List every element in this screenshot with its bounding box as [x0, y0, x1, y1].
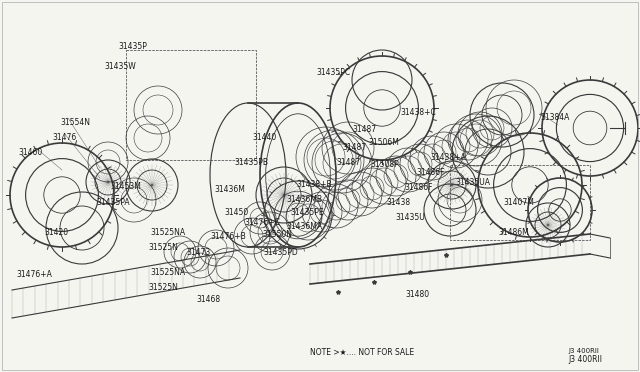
Text: 31487: 31487: [352, 125, 376, 134]
Text: 31476+C: 31476+C: [244, 218, 280, 227]
Text: 31525N: 31525N: [148, 283, 178, 292]
Text: 31438+C: 31438+C: [400, 108, 436, 117]
Text: 31476: 31476: [52, 133, 76, 142]
Text: 31476+B: 31476+B: [210, 232, 246, 241]
Text: 31525N: 31525N: [148, 243, 178, 252]
Text: NOTE >★.... NOT FOR SALE: NOTE >★.... NOT FOR SALE: [310, 348, 414, 357]
Bar: [450, 165, 590, 240]
Text: 31554N: 31554N: [60, 118, 90, 127]
Text: 31435UA: 31435UA: [455, 178, 490, 187]
Text: 31525NA: 31525NA: [150, 268, 185, 277]
Text: 31468: 31468: [196, 295, 220, 304]
Text: 31407M: 31407M: [503, 198, 534, 207]
Text: 31450: 31450: [224, 208, 248, 217]
Text: 31435W: 31435W: [104, 62, 136, 71]
Text: 31436MA: 31436MA: [286, 222, 322, 231]
Text: 31436M: 31436M: [214, 185, 245, 194]
Text: 31453M: 31453M: [110, 182, 141, 191]
Text: 31487: 31487: [342, 143, 366, 152]
Text: 31525NA: 31525NA: [150, 228, 185, 237]
Text: J3 400RII: J3 400RII: [568, 348, 599, 354]
Text: 31508P: 31508P: [370, 160, 399, 169]
Text: 31438+B: 31438+B: [296, 180, 332, 189]
Text: 31480: 31480: [405, 290, 429, 299]
Text: 31460: 31460: [18, 148, 42, 157]
Text: 31435PB: 31435PB: [234, 158, 268, 167]
Text: 31438: 31438: [386, 198, 410, 207]
Text: 31438+A: 31438+A: [430, 153, 466, 162]
Text: 31486F: 31486F: [416, 168, 445, 177]
Bar: [126, 50, 256, 160]
Text: 31435PE: 31435PE: [290, 208, 324, 217]
Text: 31435PC: 31435PC: [316, 68, 350, 77]
Text: 31435PD: 31435PD: [263, 248, 298, 257]
Text: 31435PA: 31435PA: [96, 198, 130, 207]
Text: 31420: 31420: [44, 228, 68, 237]
Text: J3 400RII: J3 400RII: [568, 355, 602, 364]
Text: 31435P: 31435P: [118, 42, 147, 51]
Text: 31550N: 31550N: [262, 230, 292, 239]
Text: 31476+A: 31476+A: [16, 270, 52, 279]
Text: 31436MB: 31436MB: [286, 195, 322, 204]
Text: 31487: 31487: [336, 158, 360, 167]
Text: 31384A: 31384A: [540, 113, 570, 122]
Text: 31486F: 31486F: [404, 183, 433, 192]
Text: 31440: 31440: [252, 133, 276, 142]
Text: 31473: 31473: [186, 248, 211, 257]
Text: 31506M: 31506M: [368, 138, 399, 147]
Text: 31435U: 31435U: [395, 213, 425, 222]
Text: 31486M: 31486M: [498, 228, 529, 237]
